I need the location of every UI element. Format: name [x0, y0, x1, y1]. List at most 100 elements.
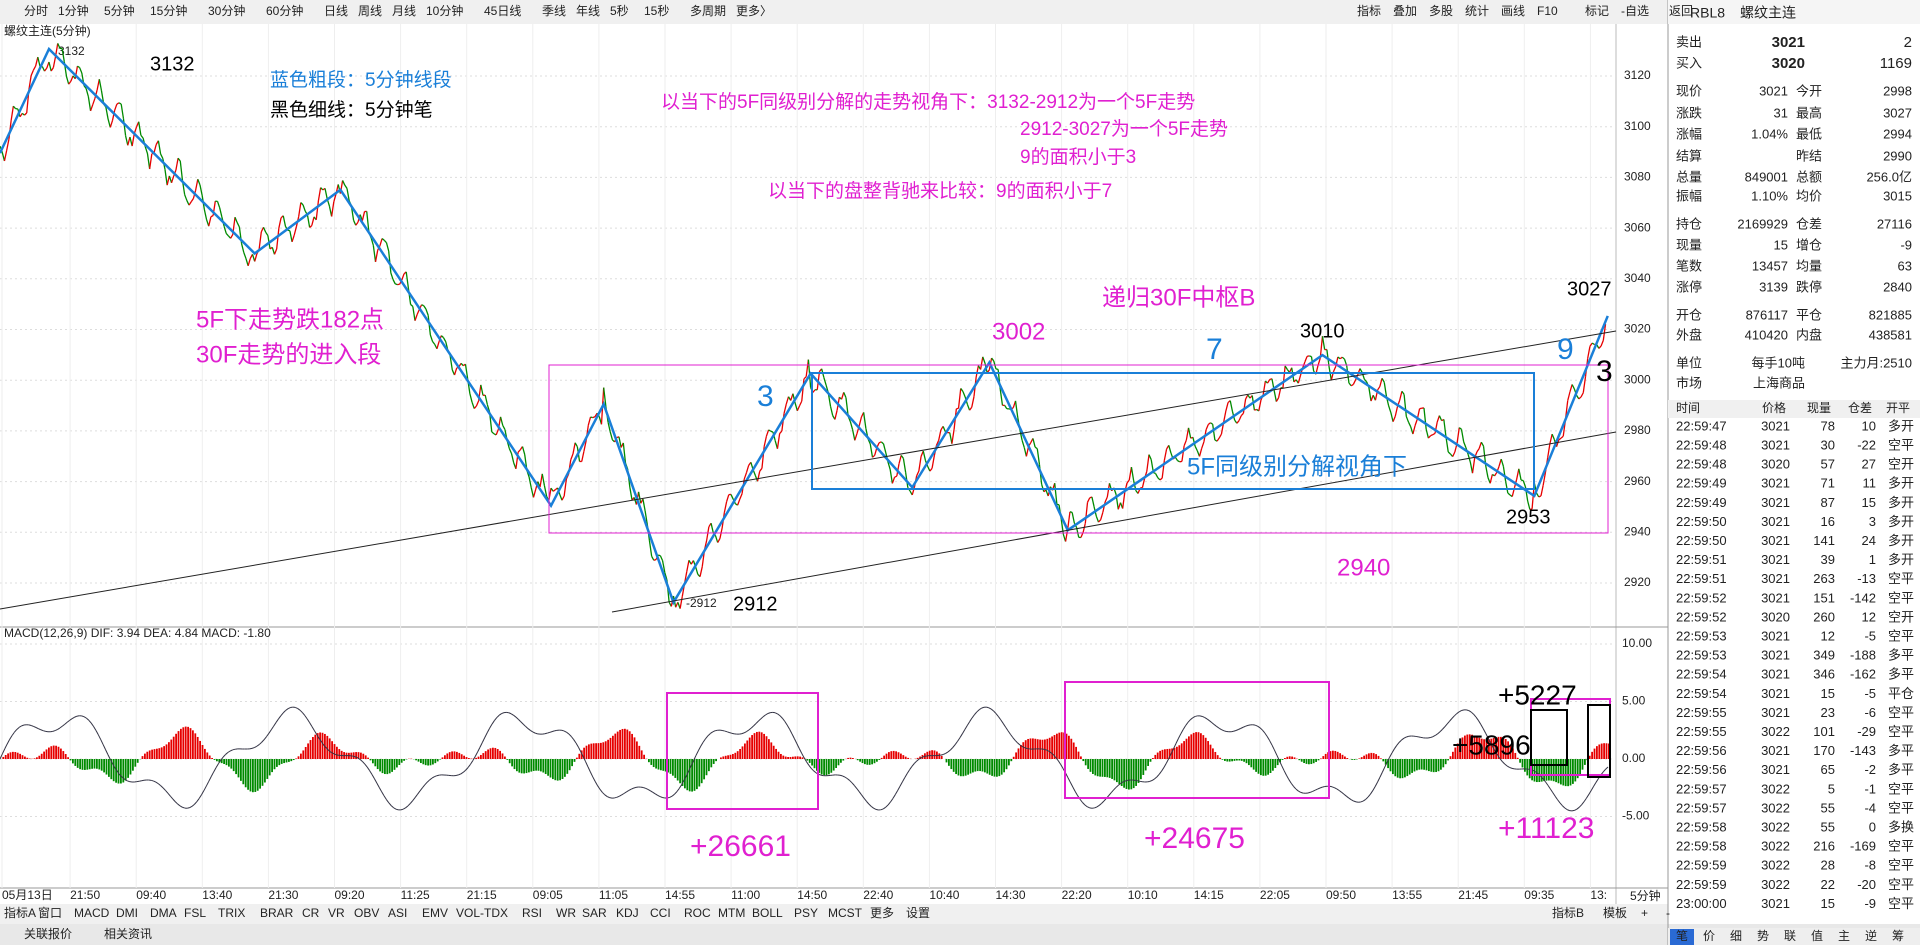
dif-line [385, 799, 390, 804]
indicator-tab[interactable]: DMA [150, 906, 177, 920]
candle [1555, 439, 1560, 447]
indicator-tab[interactable]: MACD [74, 906, 110, 920]
trade-tab[interactable]: 价 [1703, 929, 1715, 943]
indicator-tab[interactable]: TRIX [218, 906, 245, 920]
tool-button[interactable]: 指标 [1357, 3, 1381, 18]
period-button[interactable]: 月线 [392, 4, 416, 18]
indicator-tab[interactable]: MTM [718, 906, 745, 920]
candle [1240, 412, 1244, 417]
tool-button[interactable]: F10 [1537, 4, 1558, 18]
status-tab[interactable]: 相关资讯 [104, 927, 152, 941]
indicator-tab[interactable]: VR [328, 906, 345, 920]
indicator-tab[interactable]: BRAR [260, 906, 294, 920]
tool-button[interactable]: 统计 [1465, 4, 1489, 18]
trade-tab[interactable]: 逆 [1865, 928, 1877, 943]
indicator-tab[interactable]: OBV [354, 906, 379, 920]
indicator-tab[interactable]: + [1641, 906, 1648, 920]
macd-bar [638, 745, 641, 759]
period-button[interactable]: 更多〉 [736, 4, 772, 18]
candle [1348, 382, 1352, 387]
macd-bar [520, 759, 523, 774]
macd-bar [1598, 744, 1601, 759]
indicator-tab[interactable]: PSY [794, 906, 818, 920]
tool-button[interactable]: 标记 [1585, 4, 1609, 18]
status-tab[interactable]: 关联报价 [24, 926, 72, 941]
indicator-tab[interactable]: ROC [684, 906, 711, 920]
candle [843, 392, 847, 398]
period-button[interactable]: 5分钟 [104, 3, 135, 18]
macd-bar [775, 748, 777, 759]
indicator-tab[interactable]: DMI [116, 906, 138, 920]
period-button[interactable]: 分时 [24, 4, 48, 18]
macd-bar [1461, 737, 1464, 759]
period-button[interactable]: 季线 [542, 4, 566, 18]
dif-line [1461, 709, 1465, 711]
dif-line [858, 791, 863, 796]
period-button[interactable]: 10分钟 [426, 3, 463, 18]
trade-tab[interactable]: 笔 [1676, 928, 1688, 943]
trade-tab[interactable]: 联 [1784, 929, 1796, 943]
period-button[interactable]: 15秒 [644, 4, 669, 18]
period-button[interactable]: 30分钟 [208, 3, 245, 18]
indicator-tab[interactable]: 窗口 [38, 906, 62, 920]
tool-button[interactable]: 返回 [1669, 4, 1693, 18]
macd-bar [1329, 751, 1332, 759]
period-button[interactable]: 1分钟 [58, 3, 89, 18]
indicator-tab[interactable]: BOLL [752, 906, 783, 920]
indicator-tab[interactable]: KDJ [616, 906, 639, 920]
indicator-tab[interactable]: RSI [522, 906, 542, 920]
tool-button[interactable]: 画线 [1501, 4, 1525, 18]
candle [725, 494, 730, 503]
trade-tab[interactable]: 筹 [1892, 929, 1904, 943]
tool-button[interactable]: -自选 [1621, 4, 1649, 18]
indicator-tab[interactable]: SAR [582, 906, 607, 920]
dif-line [112, 763, 116, 769]
indicator-tab[interactable]: FSL [184, 906, 206, 920]
indicator-tab[interactable]: 模板 [1603, 906, 1627, 920]
period-button[interactable]: 60分钟 [266, 3, 303, 18]
indicator-tab[interactable]: 指标B [1552, 905, 1584, 920]
candle [127, 136, 131, 146]
period-button[interactable]: 5秒 [610, 4, 629, 18]
candle [105, 107, 109, 120]
macd-bar [384, 759, 386, 775]
period-button[interactable]: 年线 [576, 4, 600, 18]
indicator-tab[interactable]: CCI [650, 906, 671, 920]
macd-bar [4, 755, 7, 759]
dif-line [330, 751, 334, 755]
trade-tab[interactable]: 主 [1838, 929, 1850, 943]
period-button[interactable]: 15分钟 [150, 3, 187, 18]
macd-bar [681, 759, 684, 786]
period-button[interactable]: 周线 [358, 4, 382, 18]
macd-bar [1440, 759, 1442, 770]
indicator-tab[interactable]: ASI [388, 906, 407, 920]
trade-tab[interactable]: 值 [1811, 928, 1823, 943]
period-button[interactable]: 日线 [324, 4, 348, 18]
macd-bar [1216, 755, 1219, 759]
trade-tab[interactable]: 细 [1730, 929, 1742, 943]
indicator-tab[interactable]: 指标A [4, 905, 36, 920]
dif-line [1350, 799, 1354, 802]
indicator-tab[interactable]: VOL-TDX [456, 906, 508, 920]
tool-button[interactable]: 多股 [1429, 4, 1453, 18]
period-button[interactable]: 45日线 [484, 4, 521, 18]
indicator-tab[interactable]: - [1666, 906, 1670, 920]
tool-button[interactable]: 叠加 [1393, 4, 1417, 18]
macd-bar [933, 750, 936, 759]
indicator-tab[interactable]: WR [556, 906, 576, 920]
candle [309, 224, 313, 228]
indicator-tab[interactable]: 设置 [906, 906, 930, 920]
dif-line [323, 744, 327, 749]
dif-line [1290, 782, 1295, 787]
candle [960, 388, 964, 392]
candle [276, 227, 280, 250]
trade-tab[interactable]: 势 [1757, 929, 1769, 943]
trade-cell: 多开 [1888, 552, 1914, 567]
indicator-tab[interactable]: EMV [422, 906, 448, 920]
indicator-tab[interactable]: 更多 [870, 906, 894, 920]
period-button[interactable]: 多周期 [690, 4, 726, 18]
trade-cell: 3021 [1761, 629, 1790, 644]
indicator-tab[interactable]: MCST [828, 906, 863, 920]
indicator-tab[interactable]: CR [302, 906, 320, 920]
trade-cell: 5 [1828, 781, 1835, 796]
